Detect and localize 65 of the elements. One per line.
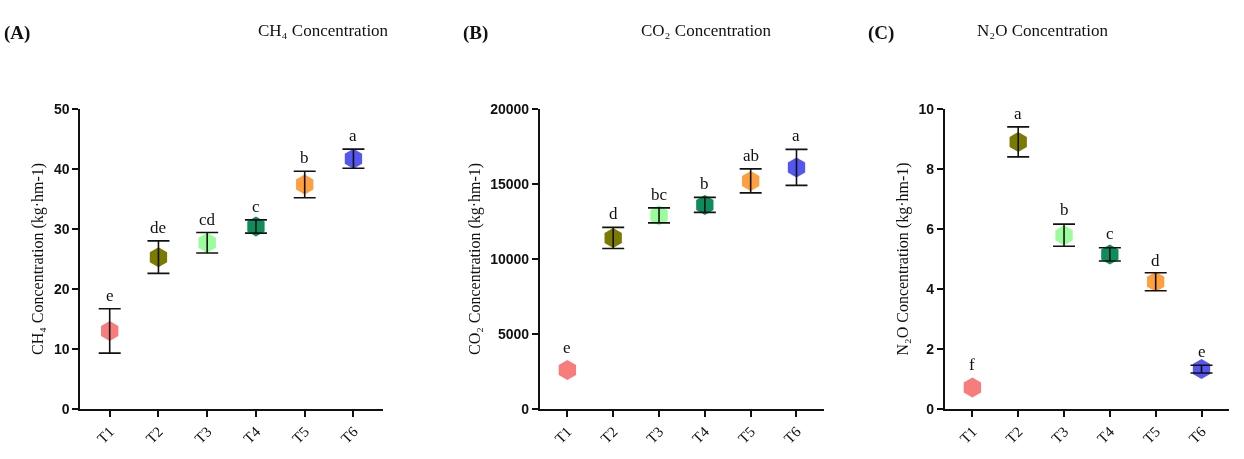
annotation: bc bbox=[651, 185, 668, 204]
annotation: b bbox=[700, 174, 709, 193]
annotation: cd bbox=[199, 210, 216, 229]
annotation: a bbox=[792, 126, 800, 145]
x-tick-label: T6 bbox=[780, 423, 805, 447]
y-axis-title: CO₂ Concentration (kg·hm-1) bbox=[465, 162, 484, 356]
y-tick-label: 20 bbox=[54, 280, 70, 297]
y-tick-label: 0 bbox=[521, 400, 530, 417]
y-tick-label: 0 bbox=[61, 400, 70, 417]
x-tick-label: T6 bbox=[1185, 423, 1210, 447]
x-tick-label: T2 bbox=[1002, 423, 1026, 447]
point bbox=[558, 359, 577, 380]
chart-title: CH₄ Concentration bbox=[258, 21, 389, 40]
chart-title: CO₂ Concentration bbox=[641, 21, 772, 40]
x-tick-label: T4 bbox=[689, 423, 713, 447]
text: (B) bbox=[463, 22, 489, 44]
annotation: e bbox=[563, 338, 571, 357]
annotation: c bbox=[252, 197, 260, 216]
y-tick-label: 10000 bbox=[490, 250, 530, 267]
y-tick-label: 5000 bbox=[497, 325, 530, 342]
y-tick-label: 0 bbox=[926, 400, 935, 417]
x-tick-label: T5 bbox=[289, 423, 313, 447]
y-tick-label: 50 bbox=[54, 100, 70, 117]
x-tick-label: T4 bbox=[1094, 423, 1118, 447]
x-tick-label: T2 bbox=[597, 423, 621, 447]
y-tick-label: 40 bbox=[54, 160, 70, 177]
y-tick-label: 15000 bbox=[490, 175, 530, 192]
annotation: e bbox=[106, 286, 114, 305]
x-tick-label: T1 bbox=[551, 423, 575, 447]
x-tick-label: T1 bbox=[94, 423, 118, 447]
x-tick-label: T4 bbox=[240, 423, 264, 447]
y-tick-label: 30 bbox=[54, 220, 70, 237]
annotation: ab bbox=[743, 146, 760, 165]
x-tick-label: T3 bbox=[191, 423, 215, 447]
y-axis-title: CH₄ Concentration (kg·hm-1) bbox=[29, 162, 48, 356]
annotation: d bbox=[609, 204, 618, 223]
annotation: de bbox=[150, 218, 167, 237]
annotation: e bbox=[1198, 342, 1206, 361]
text: (C) bbox=[868, 22, 895, 44]
y-tick-label: 20000 bbox=[490, 100, 530, 117]
chart-title: N₂O Concentration bbox=[977, 21, 1109, 40]
x-tick-label: T5 bbox=[734, 423, 759, 447]
y-tick-label: 10 bbox=[918, 100, 935, 117]
annotation: b bbox=[1060, 200, 1069, 219]
point bbox=[149, 247, 168, 268]
x-tick-label: T3 bbox=[643, 423, 667, 447]
annotation: c bbox=[1106, 224, 1114, 243]
annotation: a bbox=[349, 126, 357, 145]
annotation: b bbox=[300, 148, 309, 167]
text: (A) bbox=[4, 22, 31, 44]
x-tick-label: T6 bbox=[337, 423, 362, 447]
x-tick-label: T3 bbox=[1048, 423, 1072, 447]
x-tick-label: T2 bbox=[142, 423, 166, 447]
x-tick-label: T5 bbox=[1140, 423, 1164, 447]
annotation: a bbox=[1014, 104, 1022, 123]
x-tick-label: T1 bbox=[956, 423, 980, 447]
annotation: f bbox=[969, 355, 975, 374]
y-axis-title: N₂O Concentration (kg·hm-1) bbox=[893, 162, 912, 356]
y-tick-label: 8 bbox=[926, 160, 935, 177]
annotation: d bbox=[1151, 251, 1160, 270]
y-tick-label: 6 bbox=[926, 220, 935, 237]
y-tick-label: 4 bbox=[926, 280, 935, 297]
y-tick-label: 10 bbox=[54, 340, 70, 357]
point bbox=[963, 377, 982, 398]
y-tick-label: 2 bbox=[926, 340, 935, 357]
